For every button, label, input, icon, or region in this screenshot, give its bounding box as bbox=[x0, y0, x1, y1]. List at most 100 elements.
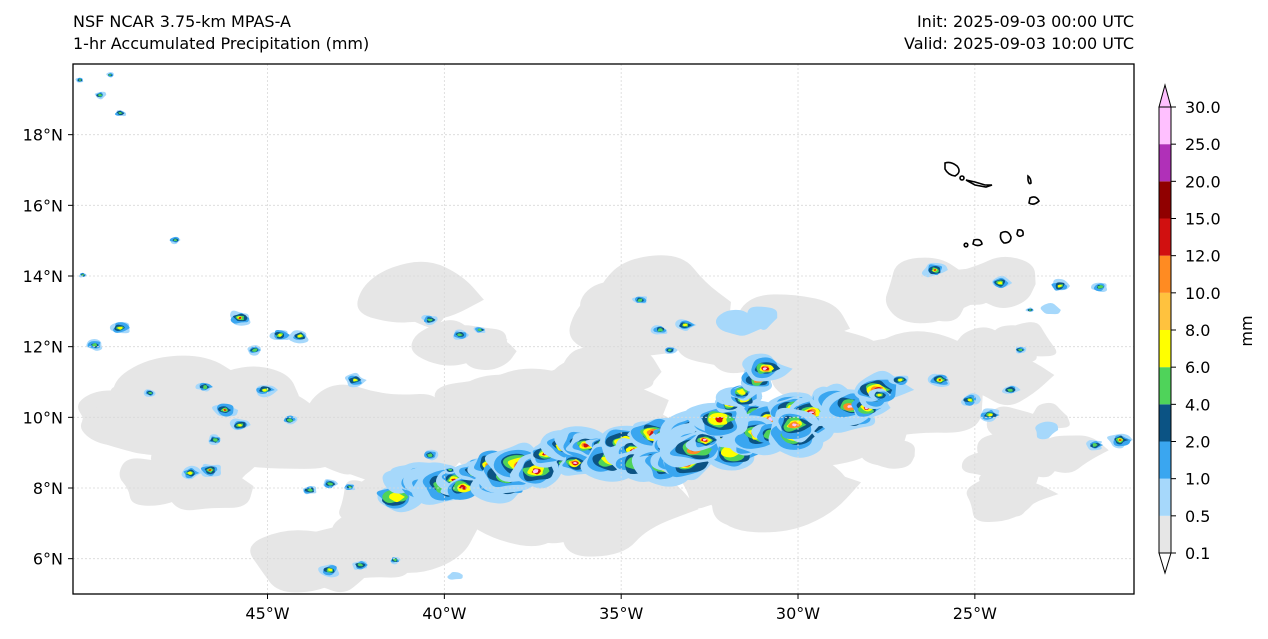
precip-30mm bbox=[702, 438, 707, 442]
precip-trace-area bbox=[113, 420, 156, 438]
precip-30mm bbox=[792, 423, 797, 427]
precip-4mm bbox=[1092, 443, 1098, 447]
title-right: Init: 2025-09-03 00:00 UTC Valid: 2025-0… bbox=[904, 11, 1134, 55]
title-left: NSF NCAR 3.75-km MPAS-A 1-hr Accumulated… bbox=[73, 11, 369, 55]
colorbar-swatch bbox=[1159, 404, 1171, 442]
precip-12mm bbox=[933, 269, 937, 271]
precip-12mm bbox=[938, 378, 941, 381]
colorbar: 0.1 0.5 1.0 2.0 4.0 6.0 8.0 10.0 12.0 15.0 20.0 25.… bbox=[1158, 83, 1221, 575]
x-tick-label: 40°W bbox=[422, 604, 466, 623]
colorbar-tick-label: 1.0 bbox=[1185, 470, 1210, 489]
precip-6mm bbox=[187, 471, 193, 475]
precip-4mm bbox=[148, 392, 152, 394]
precip-light bbox=[1040, 302, 1061, 315]
init-time: Init: 2025-09-03 00:00 UTC bbox=[916, 12, 1134, 31]
precip-12mm bbox=[223, 409, 227, 411]
precip-12mm bbox=[715, 417, 724, 423]
precip-12mm bbox=[583, 443, 590, 448]
precip-4mm bbox=[78, 78, 82, 81]
precip-4mm bbox=[477, 328, 482, 332]
island-fogo bbox=[972, 238, 983, 247]
y-tick-label: 10°N bbox=[23, 408, 63, 427]
precip-6mm bbox=[237, 423, 242, 427]
colorbar-tick-label: 0.1 bbox=[1185, 544, 1210, 563]
precip-4mm bbox=[392, 558, 398, 562]
island-maio bbox=[1016, 229, 1024, 238]
colorbar-tick-label: 15.0 bbox=[1185, 210, 1221, 229]
precip-4mm bbox=[307, 488, 313, 492]
island-sal bbox=[1027, 174, 1032, 185]
precip-6mm bbox=[278, 333, 282, 337]
precip-30mm bbox=[762, 367, 768, 371]
precip-trace-area bbox=[1002, 322, 1057, 357]
precip-30mm bbox=[532, 469, 539, 474]
y-tick-label: 12°N bbox=[23, 338, 63, 357]
precip-4mm bbox=[203, 385, 208, 390]
precip-4mm bbox=[427, 453, 433, 458]
gridlines bbox=[73, 64, 1134, 594]
island-santiago bbox=[999, 230, 1012, 244]
precip-6mm bbox=[262, 388, 268, 392]
colorbar-swatch bbox=[1159, 107, 1171, 145]
x-tick-label: 35°W bbox=[599, 604, 643, 623]
colorbar-swatch bbox=[1159, 144, 1171, 182]
precip-trace-area bbox=[614, 366, 654, 391]
precip-6mm bbox=[897, 378, 903, 382]
precip-light bbox=[715, 309, 770, 336]
precip-trace-area bbox=[585, 373, 620, 397]
y-axis: 18°N 16°N 14°N 12°N 10°N 8°N 6°N bbox=[23, 126, 73, 569]
precip-trace-area bbox=[682, 459, 757, 509]
precip-trace-area bbox=[945, 256, 1036, 309]
precip-4mm bbox=[91, 343, 98, 347]
colorbar-swatch bbox=[1159, 441, 1171, 479]
colorbar-tick-label: 10.0 bbox=[1185, 284, 1221, 303]
colorbar-tick-label: 20.0 bbox=[1185, 172, 1221, 191]
x-tick-label: 45°W bbox=[245, 604, 289, 623]
y-tick-label: 14°N bbox=[23, 267, 63, 286]
y-tick-label: 6°N bbox=[33, 550, 63, 569]
colorbar-swatch bbox=[1159, 255, 1171, 293]
colorbar-tick-label: 2.0 bbox=[1185, 433, 1210, 452]
coastlines-cabo-verde bbox=[944, 161, 1040, 248]
precip-6mm bbox=[997, 281, 1003, 285]
colorbar-swatch bbox=[1159, 367, 1171, 405]
precip-trace-area bbox=[861, 438, 906, 466]
precip-4mm bbox=[1097, 285, 1104, 289]
model-title: NSF NCAR 3.75-km MPAS-A bbox=[73, 12, 291, 31]
colorbar-swatch bbox=[1159, 478, 1171, 516]
precip-4mm bbox=[448, 468, 453, 472]
colorbar-tick-label: 4.0 bbox=[1185, 395, 1210, 414]
precip-4mm bbox=[173, 239, 178, 241]
precip-12mm bbox=[1118, 439, 1122, 441]
precip-6mm bbox=[1057, 284, 1062, 288]
precip-6mm bbox=[736, 388, 746, 395]
precip-4mm bbox=[327, 482, 334, 486]
colorbar-unit-label: mm bbox=[1237, 315, 1256, 346]
colorbar-swatch bbox=[1159, 515, 1171, 553]
precip-6mm bbox=[328, 568, 333, 572]
precip-trace-area bbox=[357, 261, 484, 323]
precip-4mm bbox=[1017, 348, 1023, 351]
colorbar-tick-label: 0.5 bbox=[1185, 507, 1210, 526]
precip-trace-area bbox=[978, 477, 1059, 517]
precip-4mm bbox=[637, 298, 643, 302]
precip-12mm bbox=[458, 484, 467, 490]
x-axis: 45°W 40°W 35°W 30°W 25°W bbox=[245, 594, 997, 623]
precip-30mm bbox=[573, 461, 578, 464]
precip-4mm bbox=[1028, 309, 1032, 311]
colorbar-swatch bbox=[1159, 218, 1171, 256]
precip-6mm bbox=[353, 378, 358, 382]
colorbar-max-extend bbox=[1158, 83, 1172, 108]
precip-trace-area bbox=[517, 467, 668, 544]
precip-6mm bbox=[389, 492, 405, 503]
colorbar-tick-label: 25.0 bbox=[1185, 135, 1221, 154]
island-brava bbox=[963, 242, 969, 248]
colorbar-min-extend bbox=[1158, 552, 1172, 575]
precip-6mm bbox=[297, 334, 303, 338]
precip-4mm bbox=[286, 418, 293, 422]
plot-frame bbox=[72, 63, 1135, 595]
y-tick-label: 8°N bbox=[33, 479, 63, 498]
precip-light bbox=[745, 306, 778, 330]
precip-6mm bbox=[967, 398, 972, 402]
